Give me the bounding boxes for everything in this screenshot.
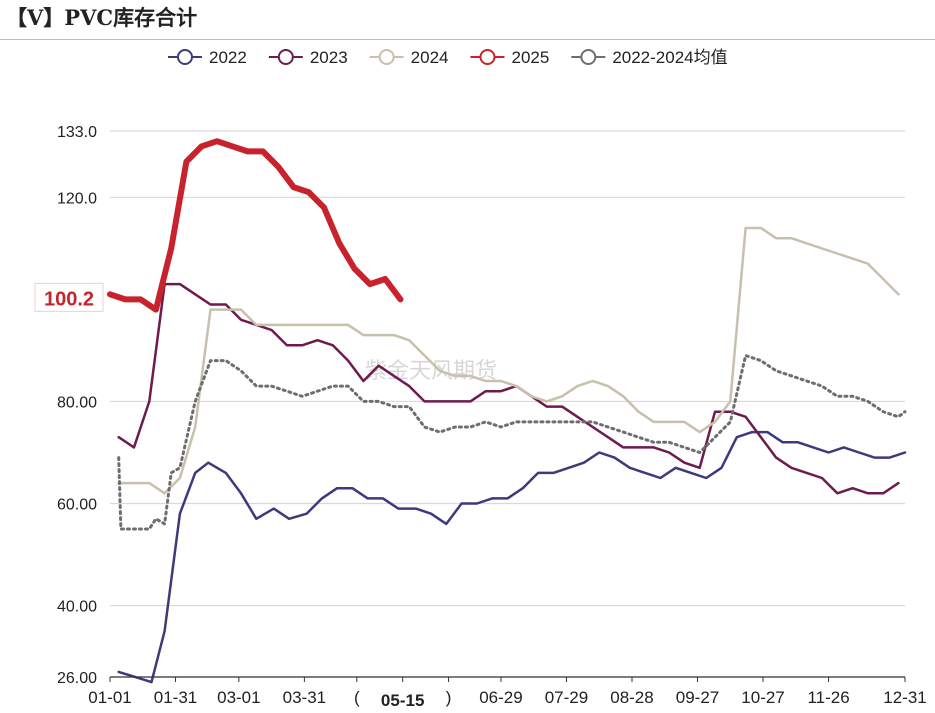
x-tick-label: 10-27	[741, 688, 784, 707]
x-tick-label: 11-26	[807, 688, 849, 707]
legend-label: 2022-2024均值	[612, 48, 727, 67]
legend-swatch-circle	[479, 49, 496, 65]
legend-swatch-circle	[177, 49, 193, 65]
legend-label: 2022	[209, 48, 247, 67]
x-tick-label: 12-31	[883, 688, 926, 707]
y-tick-label: 60.00	[57, 497, 97, 514]
x-tick-label: 03-31	[283, 688, 326, 707]
legend-item-2022-2024均值[interactable]: 2022-2024均值	[571, 48, 728, 67]
x-tick-label: 03-01	[217, 688, 260, 707]
current-value-marker: 100.2	[34, 282, 104, 312]
x-tick-label-highlight: 05-15	[381, 691, 424, 710]
title-divider	[0, 39, 935, 40]
x-tick-label: 06-29	[479, 688, 522, 707]
y-tick-label: 26.00	[57, 670, 97, 687]
legend-label: 2024	[411, 48, 449, 67]
legend-swatch-circle	[378, 49, 395, 65]
y-tick-label: 80.00	[57, 394, 97, 411]
marker-label: 100.2	[44, 288, 94, 310]
series-line-2023	[117, 282, 900, 495]
x-tick-label: 01-31	[154, 688, 197, 707]
legend-item-2022[interactable]: 2022	[168, 48, 247, 67]
y-tick-label: 40.00	[57, 599, 97, 616]
series-line-2022	[117, 430, 907, 684]
legend-item-2025[interactable]: 2025	[470, 48, 549, 67]
x-tick-label: (	[354, 688, 360, 707]
series-line-2024	[117, 226, 900, 495]
legend-swatch-circle	[277, 49, 294, 65]
x-tick-label: 08-28	[610, 688, 653, 707]
legend-item-2023[interactable]: 2023	[268, 48, 348, 67]
x-tick-label: 07-29	[545, 688, 588, 707]
series-lines	[107, 138, 907, 684]
x-tick-label: 01-01	[88, 688, 131, 707]
grid	[110, 130, 905, 678]
y-tick-label: 133.0	[57, 124, 97, 141]
series-line-2022-2024均值	[117, 354, 907, 531]
legend[interactable]: 2022 2023 2024 2025 2022-2024均值	[168, 48, 728, 67]
legend-label: 2023	[310, 48, 348, 67]
x-tick-label: )	[446, 688, 452, 707]
legend-label: 2025	[511, 48, 549, 67]
page-title: 【V】PVC库存合计	[6, 5, 198, 30]
x-tick-label: 09-27	[676, 688, 719, 707]
y-tick-label: 120.0	[57, 190, 97, 207]
marker-label-box	[34, 282, 104, 312]
axes: 26.00 40.00 60.00 80.00 120.0 133.0 01-01 01-31…	[57, 124, 927, 710]
legend-item-2024[interactable]: 2024	[369, 48, 449, 67]
series-line-2025	[107, 138, 404, 313]
legend-swatch-circle	[580, 49, 597, 65]
